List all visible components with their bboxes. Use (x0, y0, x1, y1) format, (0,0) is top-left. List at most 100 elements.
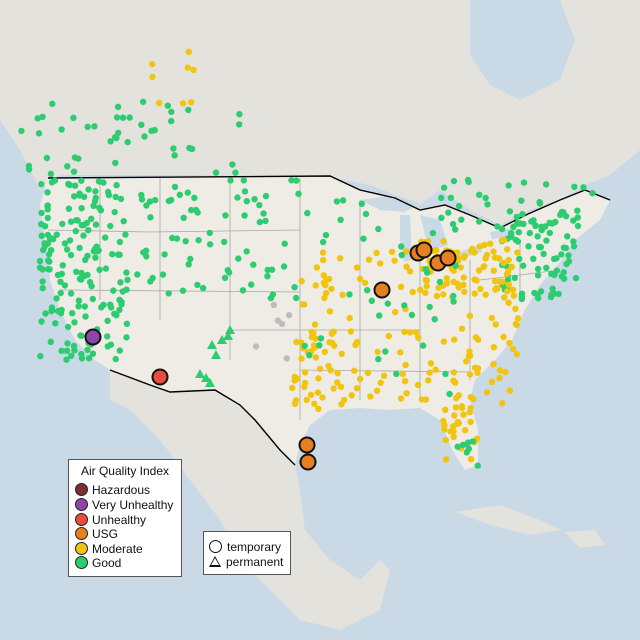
station-marker[interactable] (509, 286, 517, 293)
station-marker[interactable] (392, 308, 399, 316)
station-marker[interactable] (195, 237, 202, 244)
station-marker[interactable] (97, 207, 105, 214)
station-marker[interactable] (338, 350, 345, 357)
station-marker[interactable] (292, 294, 300, 302)
station-marker[interactable] (427, 360, 435, 367)
station-marker[interactable] (339, 291, 346, 298)
station-marker[interactable] (438, 214, 445, 221)
station-marker[interactable] (516, 220, 524, 227)
station-marker[interactable] (85, 186, 92, 193)
station-marker[interactable] (469, 438, 476, 445)
station-marker[interactable] (67, 290, 75, 297)
station-marker[interactable] (123, 320, 131, 327)
station-marker[interactable] (504, 246, 511, 253)
station-marker[interactable] (506, 387, 514, 394)
station-marker[interactable] (403, 390, 410, 397)
station-marker[interactable] (408, 311, 416, 319)
station-marker[interactable] (38, 318, 45, 325)
station-marker[interactable] (260, 210, 267, 217)
station-marker[interactable] (397, 283, 405, 290)
station-marker[interactable] (462, 358, 470, 365)
station-marker[interactable] (187, 255, 194, 263)
station-marker[interactable] (84, 123, 91, 130)
station-marker[interactable] (170, 145, 177, 152)
station-marker[interactable] (398, 243, 405, 250)
station-marker[interactable] (25, 166, 33, 173)
station-marker[interactable] (37, 352, 44, 360)
station-marker[interactable] (184, 189, 191, 196)
station-marker[interactable] (316, 365, 324, 372)
station-marker[interactable] (546, 219, 553, 226)
station-marker[interactable] (44, 189, 51, 196)
station-marker[interactable] (509, 345, 517, 352)
station-marker[interactable] (112, 355, 119, 363)
station-marker-alert[interactable] (415, 241, 433, 259)
station-marker[interactable] (505, 281, 513, 288)
station-marker[interactable] (461, 288, 468, 295)
station-marker[interactable] (589, 190, 596, 197)
station-marker[interactable] (401, 378, 409, 385)
permanent-station-marker[interactable] (205, 378, 215, 387)
station-marker[interactable] (498, 225, 506, 233)
station-marker[interactable] (291, 284, 298, 291)
station-marker[interactable] (514, 249, 521, 256)
station-marker[interactable] (280, 263, 288, 270)
station-marker[interactable] (514, 315, 522, 322)
station-marker[interactable] (409, 288, 416, 296)
station-marker[interactable] (256, 218, 263, 226)
station-marker[interactable] (235, 255, 242, 262)
station-marker[interactable] (422, 276, 429, 284)
station-marker[interactable] (500, 333, 507, 341)
station-marker[interactable] (467, 456, 475, 463)
station-marker[interactable] (171, 183, 179, 191)
station-marker[interactable] (500, 259, 507, 267)
station-marker[interactable] (490, 344, 497, 351)
station-marker[interactable] (465, 352, 473, 360)
station-marker[interactable] (466, 312, 474, 319)
station-marker[interactable] (34, 115, 41, 122)
station-marker[interactable] (188, 99, 195, 106)
station-marker[interactable] (564, 233, 571, 240)
station-marker[interactable] (312, 335, 319, 342)
station-marker[interactable] (442, 456, 450, 463)
station-marker[interactable] (63, 356, 70, 363)
station-marker[interactable] (35, 130, 43, 137)
station-marker[interactable] (483, 389, 491, 396)
station-marker[interactable] (563, 260, 570, 268)
station-marker[interactable] (221, 238, 228, 246)
station-marker[interactable] (551, 271, 558, 279)
station-marker[interactable] (73, 268, 80, 275)
station-marker[interactable] (110, 287, 117, 294)
station-marker[interactable] (291, 400, 299, 407)
station-marker[interactable] (401, 328, 408, 336)
station-marker[interactable] (450, 298, 457, 305)
station-marker[interactable] (48, 304, 56, 311)
station-marker[interactable] (391, 257, 398, 264)
station-marker[interactable] (53, 231, 60, 238)
station-marker[interactable] (310, 329, 317, 337)
station-marker[interactable] (100, 301, 107, 308)
station-marker[interactable] (393, 370, 400, 378)
station-marker[interactable] (515, 229, 522, 236)
station-marker[interactable] (47, 170, 55, 178)
station-marker[interactable] (48, 235, 55, 242)
station-marker[interactable] (301, 342, 308, 350)
station-marker[interactable] (496, 374, 503, 382)
station-marker[interactable] (116, 296, 123, 303)
station-marker[interactable] (182, 238, 189, 245)
station-marker[interactable] (104, 317, 111, 324)
station-marker[interactable] (88, 283, 95, 290)
station-marker[interactable] (315, 375, 322, 382)
station-marker[interactable] (424, 269, 431, 276)
station-marker[interactable] (123, 269, 130, 276)
station-marker[interactable] (241, 188, 249, 195)
station-marker[interactable] (441, 422, 448, 429)
station-marker[interactable] (334, 379, 341, 386)
station-marker[interactable] (112, 159, 119, 167)
station-marker[interactable] (425, 377, 432, 384)
station-marker[interactable] (508, 263, 515, 270)
station-marker[interactable] (457, 264, 464, 271)
station-marker[interactable] (64, 340, 71, 347)
station-marker-alert[interactable] (84, 328, 102, 346)
station-marker[interactable] (570, 243, 578, 250)
